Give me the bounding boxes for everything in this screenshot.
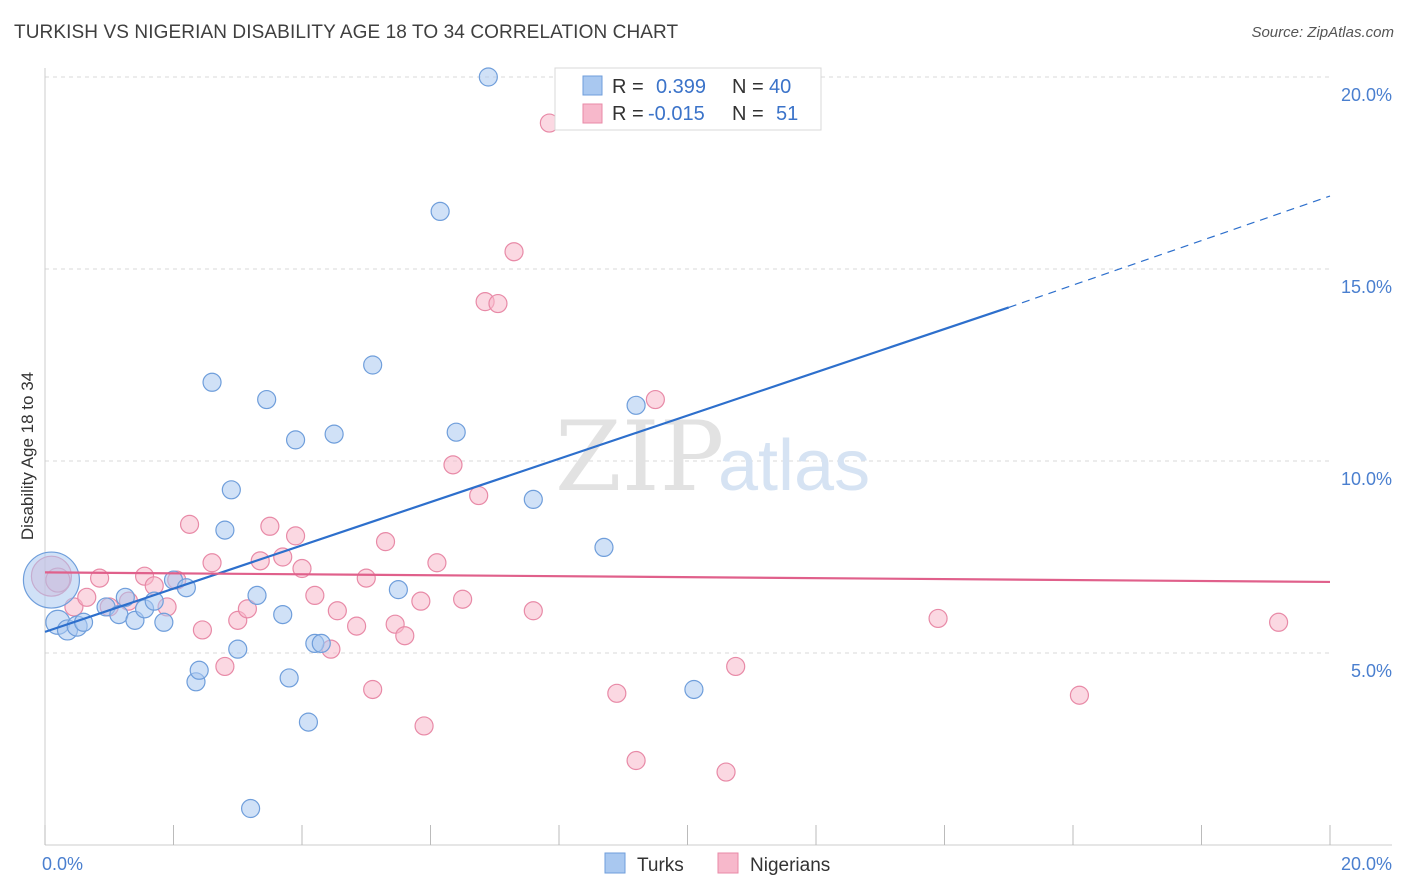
point-nigerians-11 xyxy=(179,514,200,534)
watermark: ZIP atlas xyxy=(555,401,870,513)
point-nigerians-38 xyxy=(488,293,508,314)
y-axis-ticks: 5.0% 10.0% 15.0% 20.0% xyxy=(1341,85,1392,681)
point-nigerians-42 xyxy=(607,683,627,703)
point-nigerians-36 xyxy=(469,485,489,506)
legend-n-value-2: 51 xyxy=(776,103,798,125)
point-nigerians-18 xyxy=(260,516,280,536)
point-turks-31 xyxy=(388,580,408,600)
point-turks-32 xyxy=(430,201,450,221)
point-turks-37 xyxy=(626,395,646,415)
point-nigerians-31 xyxy=(411,591,431,611)
source-credit: Source: ZipAtlas.com xyxy=(1251,24,1394,41)
point-turks-30 xyxy=(363,355,383,375)
point-turks-26 xyxy=(298,712,319,732)
point-turks-23 xyxy=(273,604,293,625)
point-turks-15 xyxy=(189,660,209,680)
point-nigerians-12 xyxy=(192,620,213,640)
bottom-legend-label-turks: Turks xyxy=(637,855,684,876)
point-nigerians-44 xyxy=(645,389,665,410)
legend-n-value-1: 40 xyxy=(769,76,791,98)
trend-line-turks xyxy=(44,306,1010,633)
trend-lines xyxy=(44,195,1331,633)
point-nigerians-32 xyxy=(414,716,434,736)
point-turks-20 xyxy=(241,798,261,819)
point-turks-28 xyxy=(311,633,331,654)
point-nigerians-21 xyxy=(292,558,312,579)
y-tick-label-0: 5.0% xyxy=(1351,661,1392,681)
legend-r-label-1: R = xyxy=(612,76,644,98)
point-nigerians-13 xyxy=(202,553,222,573)
point-nigerians-17 xyxy=(250,551,270,571)
legend-n-label-2: N = xyxy=(732,103,764,125)
point-nigerians-16 xyxy=(237,599,257,619)
bottom-legend-swatch-turks xyxy=(604,852,626,874)
point-turks-17 xyxy=(215,520,235,540)
point-turks-24 xyxy=(279,668,299,688)
data-points xyxy=(22,67,1289,819)
trend-line-nigerians xyxy=(44,571,1331,584)
point-nigerians-2 xyxy=(64,597,84,617)
point-turks-22 xyxy=(257,389,277,410)
point-nigerians-39 xyxy=(504,242,524,262)
point-nigerians-27 xyxy=(363,679,383,700)
point-turks-33 xyxy=(446,422,466,442)
point-turks-16 xyxy=(202,372,222,392)
point-nigerians-30 xyxy=(395,626,415,646)
point-turks-0 xyxy=(22,551,81,609)
point-turks-19 xyxy=(228,639,248,659)
trend-line-turks-extension xyxy=(1008,195,1331,308)
point-turks-25 xyxy=(285,430,306,450)
y-axis-label: Disability Age 18 to 34 xyxy=(18,372,37,540)
point-turks-38 xyxy=(684,679,704,700)
point-turks-7 xyxy=(115,587,135,607)
legend-r-label-2: R = xyxy=(612,103,644,125)
point-nigerians-35 xyxy=(453,589,473,609)
x-tick-label-1: 20.0% xyxy=(1341,854,1392,874)
y-tick-label-1: 10.0% xyxy=(1341,469,1392,489)
point-nigerians-14 xyxy=(215,656,235,677)
watermark-atlas: atlas xyxy=(718,426,870,506)
bottom-legend-swatch-nigerians xyxy=(717,852,739,874)
point-nigerians-26 xyxy=(356,568,376,588)
point-nigerians-49 xyxy=(1268,612,1289,632)
point-nigerians-33 xyxy=(427,553,447,573)
point-nigerians-46 xyxy=(726,656,746,677)
point-turks-29 xyxy=(324,424,344,444)
point-nigerians-47 xyxy=(928,608,948,629)
point-nigerians-45 xyxy=(716,762,736,782)
chart-title: TURKISH VS NIGERIAN DISABILITY AGE 18 TO… xyxy=(14,22,679,43)
point-turks-34 xyxy=(478,67,498,87)
point-nigerians-34 xyxy=(443,455,463,475)
watermark-zip: ZIP xyxy=(555,401,724,513)
legend-box: R = 0.399 N = 40 R = -0.015 N = 51 xyxy=(554,67,822,131)
bottom-legend-label-nigerians: Nigerians xyxy=(750,855,830,876)
point-nigerians-48 xyxy=(1069,685,1090,705)
legend-r-value-2: -0.015 xyxy=(648,103,705,125)
legend-n-label-1: N = xyxy=(732,76,764,98)
axes xyxy=(44,68,1392,846)
point-nigerians-28 xyxy=(375,532,396,552)
point-turks-11 xyxy=(154,612,174,632)
point-nigerians-20 xyxy=(285,526,306,546)
point-nigerians-3 xyxy=(77,587,97,607)
point-turks-21 xyxy=(247,585,267,606)
point-nigerians-43 xyxy=(626,750,646,771)
x-tick-label-0: 0.0% xyxy=(42,854,83,874)
legend-swatch-turks xyxy=(582,75,603,96)
bottom-legend: Turks Nigerians xyxy=(604,852,830,876)
point-turks-36 xyxy=(594,537,614,558)
point-nigerians-40 xyxy=(523,601,543,621)
legend-swatch-nigerians xyxy=(582,103,603,124)
point-nigerians-22 xyxy=(305,585,325,606)
point-nigerians-24 xyxy=(327,601,347,621)
point-turks-18 xyxy=(221,480,241,500)
point-nigerians-25 xyxy=(347,616,367,636)
point-turks-35 xyxy=(523,489,543,509)
legend-r-value-1: 0.399 xyxy=(656,76,706,98)
y-tick-label-2: 15.0% xyxy=(1341,277,1392,297)
y-tick-label-3: 20.0% xyxy=(1341,85,1392,105)
x-axis-ticks: 0.0% 20.0% xyxy=(42,854,1392,874)
